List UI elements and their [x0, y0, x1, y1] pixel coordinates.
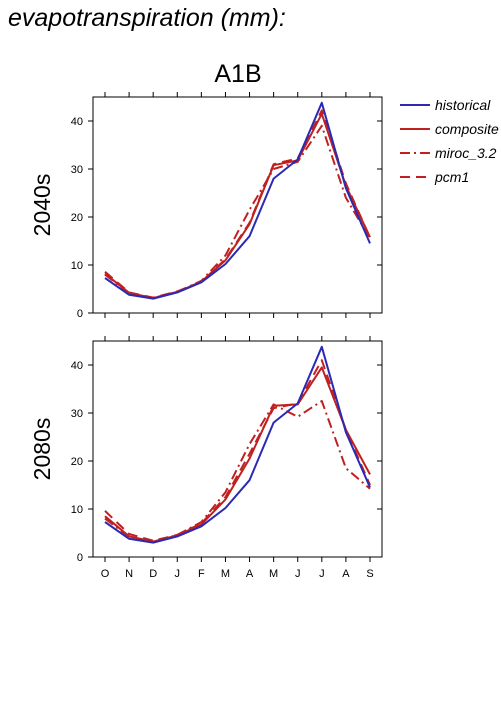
legend-label: historical — [435, 97, 491, 113]
series-line-pcm1 — [104, 359, 371, 542]
legend-label: miroc_3.2 — [435, 145, 497, 161]
series-line-historical — [104, 345, 371, 544]
y-tick-label: 10 — [71, 260, 83, 272]
x-tick-label: J — [319, 568, 325, 580]
y-tick-label: 40 — [71, 360, 83, 372]
x-tick-label: M — [221, 568, 230, 580]
y-tick-label: 30 — [71, 164, 83, 176]
legend-label: pcm1 — [434, 169, 469, 185]
series-line-miroc-3-2 — [104, 400, 371, 543]
panel-2040s: 0 10 20 30 40 2040s — [29, 92, 383, 320]
x-tick-label: D — [149, 568, 157, 580]
y-tick-label: 0 — [77, 308, 83, 320]
x-tick-label: M — [269, 568, 278, 580]
series-line-historical — [104, 101, 371, 300]
plot-frame — [92, 340, 383, 558]
x-tick-label: N — [125, 568, 133, 580]
y-tick-label: 30 — [71, 408, 83, 420]
x-tick-label: A — [342, 568, 350, 580]
figure-title: evapotranspiration (mm): — [8, 4, 286, 32]
y-axis-label: 2080s — [29, 418, 55, 481]
y-axis-label: 2040s — [29, 174, 55, 237]
x-tick-label: F — [198, 568, 205, 580]
panel-2080s: 0 10 20 30 40 O N D J F M A M J J A S 2080s — [29, 336, 383, 580]
series-line-miroc-3-2 — [104, 124, 371, 300]
y-tick-label: 0 — [77, 552, 83, 564]
legend: historical composite miroc_3.2 pcm1 — [400, 97, 499, 185]
scenario-title: A1B — [214, 60, 261, 88]
x-tick-label: J — [175, 568, 181, 580]
x-tick-label: O — [101, 568, 110, 580]
series-line-composite — [104, 366, 371, 543]
x-tick-label: A — [246, 568, 254, 580]
series-line-composite — [104, 112, 371, 300]
series-line-pcm1 — [104, 109, 371, 299]
legend-label: composite — [435, 121, 499, 137]
y-tick-label: 20 — [71, 456, 83, 468]
plot-frame — [92, 96, 383, 314]
y-tick-label: 10 — [71, 504, 83, 516]
x-tick-label: S — [366, 568, 373, 580]
y-tick-label: 40 — [71, 116, 83, 128]
x-tick-label: J — [295, 568, 301, 580]
y-tick-label: 20 — [71, 212, 83, 224]
